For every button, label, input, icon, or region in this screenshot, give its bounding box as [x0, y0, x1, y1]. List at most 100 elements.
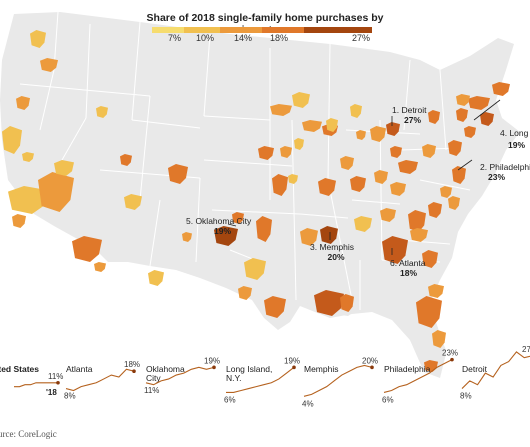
- sparkline-label: Philadelphia: [384, 364, 431, 374]
- metro-area: [8, 186, 48, 214]
- metro-area: [294, 138, 304, 150]
- sparkline-series: [383, 359, 453, 393]
- metro-area: [314, 290, 344, 316]
- callout-name: 2. Philadelphia: [480, 162, 530, 172]
- metro-area: [326, 118, 338, 132]
- sparkline-start-value: 8%: [460, 392, 472, 401]
- metro-area: [292, 92, 310, 108]
- metro-areas: [2, 30, 510, 372]
- state-border-line: [19, 83, 151, 97]
- sparkline-endpoint: [292, 365, 296, 370]
- callout-name: 4. Long Island, N.Y.: [500, 128, 530, 138]
- metro-area: [452, 166, 466, 184]
- callout-value: 27%: [404, 115, 421, 125]
- legend-swatch: [220, 27, 262, 33]
- state-border-line: [139, 95, 151, 201]
- sparkline-label: ited States: [0, 364, 39, 374]
- gulf-coast: [300, 300, 446, 378]
- metro-area: [356, 130, 366, 140]
- metro-area: [280, 146, 292, 158]
- state-border-line: [39, 69, 55, 131]
- metro-area: [390, 182, 406, 196]
- state-border-line: [203, 115, 271, 121]
- state-border-line: [299, 213, 349, 219]
- sparkline-label: Oklahoma: [146, 364, 185, 374]
- sparkline-series: [145, 366, 215, 386]
- metro-area: [350, 176, 366, 192]
- metro-area: [354, 216, 372, 232]
- metro-area: [258, 146, 274, 160]
- sparkline-endpoint: [212, 365, 216, 370]
- sparkline-endpoint: [132, 369, 136, 374]
- metro-area: [22, 152, 34, 162]
- sparkline-label: Detroit: [462, 364, 488, 374]
- callout-value: 23%: [488, 172, 505, 182]
- callout-name: 3. Memphis: [310, 242, 354, 252]
- metro-area: [256, 216, 272, 242]
- metro-area: [214, 226, 238, 246]
- state-border-line: [195, 177, 201, 263]
- metro-area: [398, 160, 418, 174]
- sparkline-series: [226, 366, 295, 393]
- metro-area: [96, 106, 108, 118]
- metro-area: [124, 194, 142, 210]
- callout-value: 19%: [214, 226, 231, 236]
- state-border-line: [131, 21, 141, 121]
- metro-area: [448, 196, 460, 210]
- sparkline-label: N.Y.: [226, 373, 241, 383]
- metro-area: [390, 146, 402, 158]
- sparkline-series: [461, 351, 530, 389]
- sparkline-start-value: 11%: [144, 386, 159, 395]
- source-note: urce: CoreLogic: [0, 429, 57, 439]
- sparkline-end-value: 23%: [442, 349, 458, 358]
- metro-area: [288, 174, 298, 184]
- metro-area: [270, 104, 292, 116]
- metro-area: [480, 112, 494, 126]
- metro-area: [94, 262, 106, 272]
- legend-tick-label: 27%: [352, 33, 371, 43]
- metro-area: [380, 208, 396, 222]
- metro-area: [232, 212, 244, 224]
- state-border-line: [291, 119, 297, 301]
- metro-area: [264, 296, 286, 318]
- callout-leader: [227, 223, 237, 227]
- state-border-line: [379, 119, 383, 261]
- metro-area: [54, 160, 74, 176]
- metro-area: [320, 226, 338, 244]
- callout-leader: [473, 99, 501, 121]
- state-border-line: [327, 179, 353, 301]
- state-border-line: [439, 69, 447, 151]
- legend-tick-label: 7%: [168, 33, 182, 43]
- metro-area: [300, 228, 318, 246]
- metro-area: [2, 126, 22, 154]
- state-border-line: [85, 23, 91, 119]
- state-border-line: [211, 209, 301, 215]
- metro-area: [370, 126, 386, 142]
- metro-area: [16, 96, 30, 110]
- metro-area: [238, 286, 252, 300]
- callout-name: 1. Detroit: [392, 105, 427, 115]
- sparkline-endpoint: [56, 380, 60, 385]
- metro-area: [72, 236, 102, 262]
- sparkline-endpoint: [370, 365, 374, 370]
- sparkline-series: [14, 382, 58, 388]
- sparkline-series: [65, 368, 135, 392]
- sparkline-end-value: 20%: [362, 356, 378, 365]
- metro-area: [456, 108, 468, 122]
- metro-area: [374, 170, 388, 184]
- metro-area: [182, 232, 192, 242]
- legend-swatch: [262, 27, 304, 33]
- state-border-line: [203, 33, 211, 117]
- sparkline-start-value: 8%: [64, 392, 76, 401]
- metro-area: [40, 58, 58, 72]
- metro-area: [464, 126, 476, 138]
- sparkline-year-label: '18: [46, 388, 57, 397]
- state-border-line: [419, 179, 471, 191]
- metro-area: [410, 228, 428, 242]
- legend-tick-label: 10%: [196, 33, 215, 43]
- sparkline-start-value: 6%: [224, 395, 236, 404]
- metro-area: [382, 236, 408, 264]
